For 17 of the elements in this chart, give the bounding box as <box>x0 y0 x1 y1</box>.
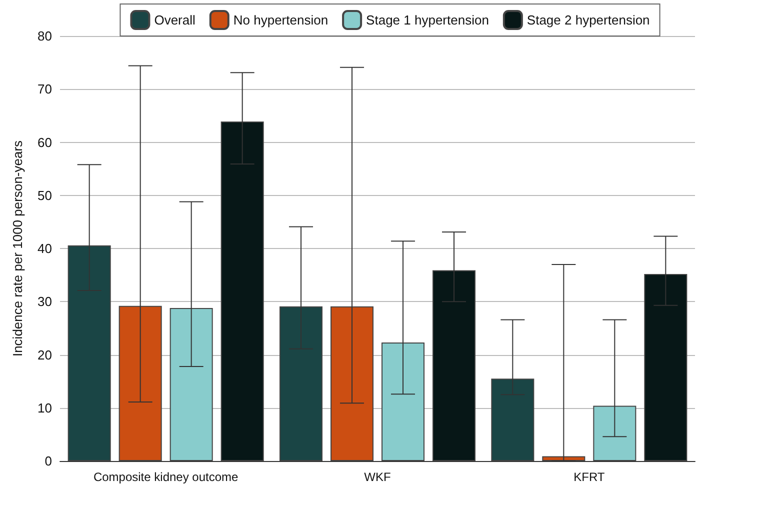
y-tick-label: 50 <box>38 188 52 203</box>
legend-label: Overall <box>154 12 196 28</box>
legend-label: Stage 2 hypertension <box>526 12 650 28</box>
y-tick-label: 40 <box>38 241 52 256</box>
y-tick-label: 20 <box>38 347 52 362</box>
legend-label: Stage 1 hypertension <box>366 12 489 28</box>
x-tick-label: KFRT <box>574 470 606 484</box>
y-tick-label: 80 <box>38 28 52 44</box>
x-tick-label: Composite kidney outcome <box>93 470 239 484</box>
y-tick-label: 30 <box>38 294 52 310</box>
y-axis-title: Incidence rate per 1000 person-years <box>10 140 25 357</box>
y-tick-label: 60 <box>38 134 52 150</box>
y-tick-label: 70 <box>38 82 52 97</box>
legend-label: No hypertension <box>233 12 328 28</box>
y-tick-label: 0 <box>44 454 52 468</box>
y-tick-label: 10 <box>38 400 52 416</box>
x-tick-label: WKF <box>364 470 391 484</box>
